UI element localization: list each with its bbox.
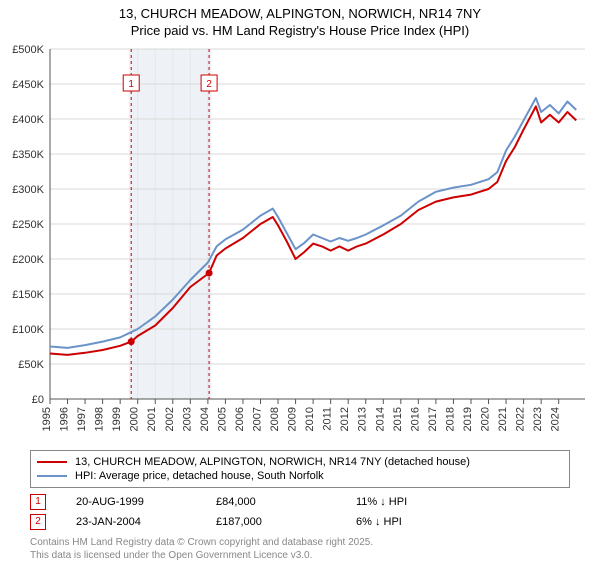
sale-marker-id: 1 [128, 79, 134, 90]
x-tick-label: 2024 [550, 407, 562, 431]
y-tick-label: £50K [18, 359, 44, 371]
x-tick-label: 2012 [339, 407, 351, 431]
sale-marker-id: 2 [206, 79, 212, 90]
x-tick-label: 2003 [181, 407, 193, 431]
legend-box: 13, CHURCH MEADOW, ALPINGTON, NORWICH, N… [30, 450, 570, 488]
legend-row: HPI: Average price, detached house, Sout… [37, 469, 563, 483]
legend-label: HPI: Average price, detached house, Sout… [75, 470, 324, 482]
sales-table: 1 20-AUG-1999 £84,000 11% ↓ HPI 2 23-JAN-2004… [30, 492, 570, 532]
x-tick-label: 2004 [199, 407, 211, 431]
legend-label: 13, CHURCH MEADOW, ALPINGTON, NORWICH, N… [75, 456, 470, 468]
chart-container: 13, CHURCH MEADOW, ALPINGTON, NORWICH, N… [0, 0, 600, 562]
chart-svg: £0 £50K £100K £150K £200K £250K £300K £350K £400… [0, 44, 600, 444]
x-tick-label: 2021 [497, 407, 509, 431]
y-tick-label: £500K [12, 44, 44, 56]
x-tick-label: 2001 [146, 407, 158, 431]
sales-price: £187,000 [216, 516, 326, 528]
x-tick-label: 2016 [409, 407, 421, 431]
title-block: 13, CHURCH MEADOW, ALPINGTON, NORWICH, N… [0, 0, 600, 44]
sales-marker-box: 2 [30, 514, 46, 530]
series-hpi [50, 98, 576, 348]
chart-area: £0 £50K £100K £150K £200K £250K £300K £350K £400… [0, 44, 600, 444]
y-tick-label: £300K [12, 184, 44, 196]
sales-marker-box: 1 [30, 494, 46, 510]
x-tick-label: 2002 [164, 407, 176, 431]
legend-swatch [37, 461, 67, 463]
sales-row: 2 23-JAN-2004 £187,000 6% ↓ HPI [30, 512, 570, 532]
x-tick-label: 2011 [322, 407, 334, 431]
x-tick-label: 2017 [427, 407, 439, 431]
x-tick-label: 2020 [480, 407, 492, 431]
y-tick-label: £100K [12, 324, 44, 336]
y-tick-label: £0 [32, 394, 44, 406]
y-tick-label: £150K [12, 289, 44, 301]
x-tick-label: 2013 [357, 407, 369, 431]
title-line-2: Price paid vs. HM Land Registry's House … [0, 23, 600, 40]
y-tick-label: £450K [12, 79, 44, 91]
sales-delta: 6% ↓ HPI [356, 516, 466, 528]
x-tick-label: 1997 [76, 407, 88, 431]
x-tick-label: 2022 [515, 407, 527, 431]
x-tick-label: 2019 [462, 407, 474, 431]
y-tick-label: £250K [12, 219, 44, 231]
footer-line-1: Contains HM Land Registry data © Crown c… [30, 536, 570, 549]
sales-row: 1 20-AUG-1999 £84,000 11% ↓ HPI [30, 492, 570, 512]
legend-row: 13, CHURCH MEADOW, ALPINGTON, NORWICH, N… [37, 455, 563, 469]
x-tick-label: 2010 [304, 407, 316, 431]
sales-date: 20-AUG-1999 [76, 496, 186, 508]
x-tick-label: 1998 [94, 407, 106, 431]
series-price_paid [50, 106, 576, 355]
x-tick-label: 1999 [111, 407, 123, 431]
x-tick-label: 1996 [59, 407, 71, 431]
x-tick-label: 2000 [129, 407, 141, 431]
x-tick-label: 2005 [216, 407, 228, 431]
x-tick-label: 2009 [287, 407, 299, 431]
x-tick-label: 2006 [234, 407, 246, 431]
x-tick-label: 2018 [444, 407, 456, 431]
x-tick-label: 2023 [532, 407, 544, 431]
title-line-1: 13, CHURCH MEADOW, ALPINGTON, NORWICH, N… [0, 6, 600, 23]
x-tick-label: 2007 [251, 407, 263, 431]
sales-delta: 11% ↓ HPI [356, 496, 466, 508]
footer: Contains HM Land Registry data © Crown c… [30, 536, 570, 562]
y-tick-label: £400K [12, 114, 44, 126]
x-tick-label: 2014 [374, 407, 386, 431]
y-tick-label: £350K [12, 149, 44, 161]
x-tick-label: 1995 [41, 407, 53, 431]
y-tick-label: £200K [12, 254, 44, 266]
legend-swatch [37, 475, 67, 477]
sales-price: £84,000 [216, 496, 326, 508]
x-tick-label: 2015 [392, 407, 404, 431]
sales-date: 23-JAN-2004 [76, 516, 186, 528]
x-tick-label: 2008 [269, 407, 281, 431]
